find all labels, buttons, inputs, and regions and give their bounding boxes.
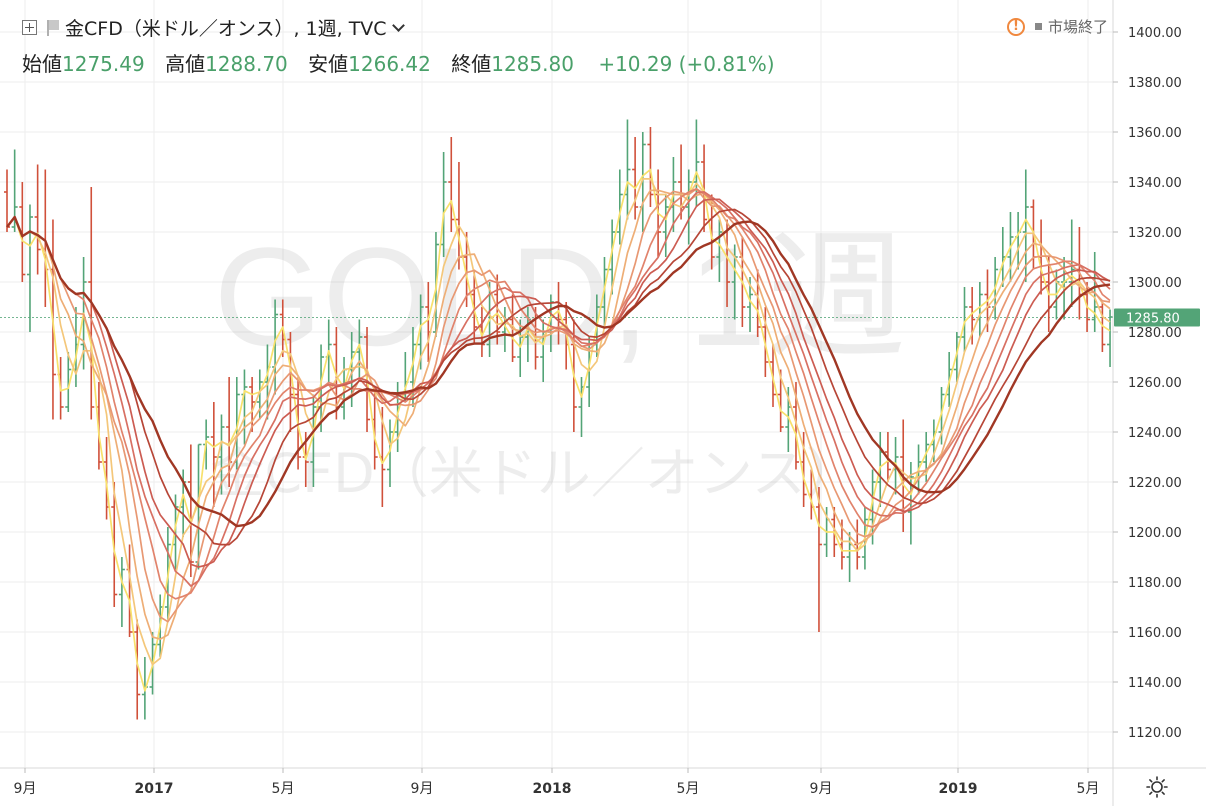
x-tick-label: 5月 [272,781,295,797]
ohlc-bar [1022,169,1029,282]
y-tick-label: 1200.00 [1128,526,1182,541]
chevron-down-icon[interactable] [391,18,405,32]
open-label: 始値 [22,52,62,76]
moving-average-line [6,198,1111,568]
ohlc-bar [19,182,26,282]
y-axis[interactable]: 1400.00 1380.00 1360.00 1340.00 1320.00 1300.… [1113,26,1182,741]
ohlc-bar [685,169,692,245]
x-tick-label: 2018 [533,781,572,797]
y-tick-label: 1220.00 [1128,476,1182,491]
symbol-title[interactable]: 金CFD（米ドル／オンス）, 1週, TVC [65,18,387,40]
market-status[interactable]: ! 市場終了 [1006,16,1108,37]
ohlc-bar [34,164,41,275]
low-label: 安値 [308,52,349,76]
low-value: 1266.42 [348,52,431,76]
ohlc-bar [777,369,784,432]
x-tick-label: 2017 [135,781,174,797]
ohlc-bar [249,377,256,432]
settings-sun-icon[interactable] [1146,776,1168,798]
y-tick-label: 1320.00 [1128,226,1182,241]
ohlc-bar [256,369,263,420]
y-tick-label: 1140.00 [1128,676,1182,691]
x-tick-label: 5月 [677,781,700,797]
y-tick-label: 1180.00 [1128,576,1182,591]
market-status-label: 市場終了 [1047,18,1108,36]
ohlc-bar [210,402,217,507]
y-tick-label: 1300.00 [1128,276,1182,291]
change-value: +10.29 (+0.81%) [598,52,775,76]
last-price-label: 1285.80 [1126,312,1180,327]
y-tick-label: 1400.00 [1128,26,1182,41]
y-tick-label: 1160.00 [1128,626,1182,641]
watermark-description: 金CFD（米ドル／オンス） [210,442,859,505]
x-tick-label: 9月 [411,781,434,797]
ohlc-bar [409,327,416,407]
ohlc-bar [609,219,616,295]
last-price-tag: 1285.80 [1114,308,1200,327]
ohlc-bar [1099,302,1106,352]
x-tick-label: 2019 [939,781,978,797]
compare-plus-icon[interactable] [22,20,37,35]
ohlc-bar [310,394,317,487]
x-tick-label: 9月 [810,781,833,797]
chart-header: 金CFD（米ドル／オンス）, 1週, TVC 始値1275.49 高値1288.… [0,0,1110,80]
y-tick-label: 1260.00 [1128,376,1182,391]
ohlc-bar [961,287,968,352]
y-tick-label: 1340.00 [1128,176,1182,191]
ohlc-bar [953,332,960,382]
high-label: 高値 [165,52,206,76]
moving-average-line [6,188,1111,623]
ohlc-bar [356,319,363,377]
y-tick-label: 1120.00 [1128,726,1182,741]
ohlc-bar [616,169,623,245]
ohlc-bar [647,127,654,207]
x-tick-label: 5月 [1077,781,1100,797]
ohlc-bar [118,557,125,627]
x-axis[interactable]: 9月 2017 5月 9月 2018 5月 9月 2019 5月 [14,768,1100,797]
open-value: 1275.49 [62,52,145,76]
flag-icon[interactable] [47,19,59,36]
ohlc-bar [869,469,876,545]
ohlc-bar [815,487,822,632]
status-dot-icon [1034,23,1042,30]
ohlc-legend: 始値1275.49 高値1288.70 安値1266.42 終値1285.80 … [22,48,775,77]
ohlc-bar [448,137,455,232]
y-tick-label: 1360.00 [1128,126,1182,141]
moving-average-line [6,208,1111,546]
y-tick-label: 1380.00 [1128,76,1182,91]
high-value: 1288.70 [205,52,288,76]
symbol-title-row: 金CFD（米ドル／オンス）, 1週, TVC [22,14,405,41]
ohlc-bar [662,194,669,257]
close-label: 終値 [451,52,492,76]
moving-average-line [6,215,1111,528]
ohlc-bar [65,352,72,412]
ohlc-bar [632,137,639,220]
ohlc-bar [287,332,294,432]
ohlc-bar [387,419,393,487]
ohlc-bar [26,204,33,332]
ohlc-bar [701,144,708,232]
moving-average-line [6,190,1111,587]
moving-average-line [6,187,1111,600]
ohlc-bar [1068,219,1075,307]
close-value: 1285.80 [491,52,574,76]
y-tick-label: 1240.00 [1128,426,1182,441]
y-tick-label: 1280.00 [1128,326,1182,341]
ohlc-bar [716,219,723,282]
ohlc-bar [134,619,141,720]
ohlc-bar [218,414,225,495]
moving-average-ribbon [6,168,1111,692]
warning-icon[interactable]: ! [1006,17,1025,36]
x-tick-label: 9月 [14,781,37,797]
